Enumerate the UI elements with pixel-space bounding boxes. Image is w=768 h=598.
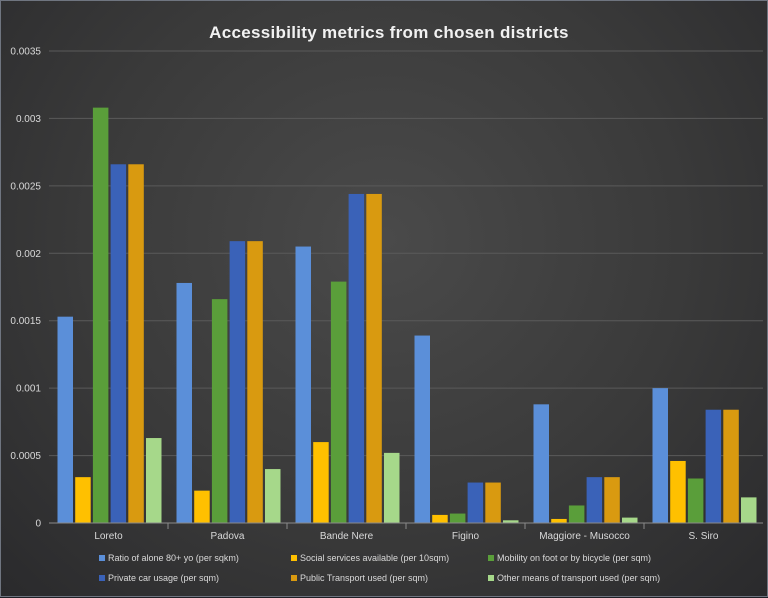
bar	[485, 482, 501, 523]
category-label: Bande Nere	[320, 531, 374, 542]
bar	[265, 469, 281, 523]
bar	[313, 442, 329, 523]
category-label: Maggiore - Musocco	[539, 531, 630, 542]
bar	[176, 282, 192, 523]
bar	[128, 164, 144, 523]
legend-label: Private car usage (per sqm)	[108, 573, 219, 583]
legend-swatch	[99, 555, 105, 561]
y-tick-label: 0	[35, 519, 41, 530]
legend-label: Mobility on foot or by bicycle (per sqm)	[497, 553, 651, 563]
legend: Ratio of alone 80+ yo (per sqkm) Social s…	[99, 553, 660, 583]
legend-label: Other means of transport used (per sqm)	[497, 573, 660, 583]
bar	[384, 452, 400, 523]
bars	[57, 107, 757, 524]
bar	[229, 241, 246, 524]
bar	[670, 460, 686, 523]
x-axis	[49, 522, 763, 529]
bar	[622, 517, 638, 523]
y-tick-label: 0.0025	[10, 181, 41, 192]
y-axis-ticks: 0 0.0005 0.001 0.0015 0.002 0.0025 0.003 0.0035	[10, 47, 41, 530]
bar	[75, 477, 91, 523]
category-label: S. Siro	[688, 531, 718, 542]
legend-swatch	[488, 555, 494, 561]
bar	[295, 246, 311, 524]
legend-label: Public Transport used (per sqm)	[300, 573, 428, 583]
bar	[586, 477, 603, 523]
category-label: Padova	[211, 531, 245, 542]
bar	[467, 482, 484, 523]
bar	[414, 335, 430, 523]
y-tick-label: 0.0005	[10, 451, 41, 462]
bar	[57, 316, 73, 523]
bar	[110, 164, 127, 523]
legend-swatch	[291, 575, 297, 581]
bar	[330, 281, 347, 523]
bar	[533, 404, 549, 523]
bar	[247, 241, 263, 524]
bar	[503, 520, 519, 523]
bar	[432, 514, 448, 523]
bar	[449, 513, 466, 523]
bar	[568, 505, 585, 523]
chart-title: Accessibility metrics from chosen distri…	[209, 23, 569, 42]
legend-swatch	[99, 575, 105, 581]
legend-label: Social services available (per 10sqm)	[300, 553, 449, 563]
category-labels: Loreto Padova Bande Nere Figino Maggiore - M…	[94, 531, 719, 542]
y-tick-label: 0.0015	[10, 316, 41, 327]
gridlines	[49, 50, 763, 457]
legend-label: Ratio of alone 80+ yo (per sqkm)	[108, 553, 239, 563]
bar	[741, 497, 757, 523]
y-tick-label: 0.002	[16, 249, 41, 260]
legend-swatch	[291, 555, 297, 561]
bar	[604, 477, 620, 523]
y-tick-label: 0.0035	[10, 47, 41, 58]
bar	[211, 299, 228, 523]
bar	[652, 388, 668, 523]
bar	[92, 107, 109, 523]
category-label: Figino	[452, 531, 480, 542]
bar	[194, 490, 210, 523]
category-label: Loreto	[94, 531, 123, 542]
bar	[687, 478, 704, 523]
bar	[146, 438, 162, 523]
bar	[366, 193, 382, 523]
bar	[723, 409, 739, 523]
legend-swatch	[488, 575, 494, 581]
bar	[705, 409, 722, 523]
bar	[551, 518, 567, 523]
y-tick-label: 0.001	[16, 384, 41, 395]
y-tick-label: 0.003	[16, 114, 41, 125]
bar	[348, 193, 365, 523]
